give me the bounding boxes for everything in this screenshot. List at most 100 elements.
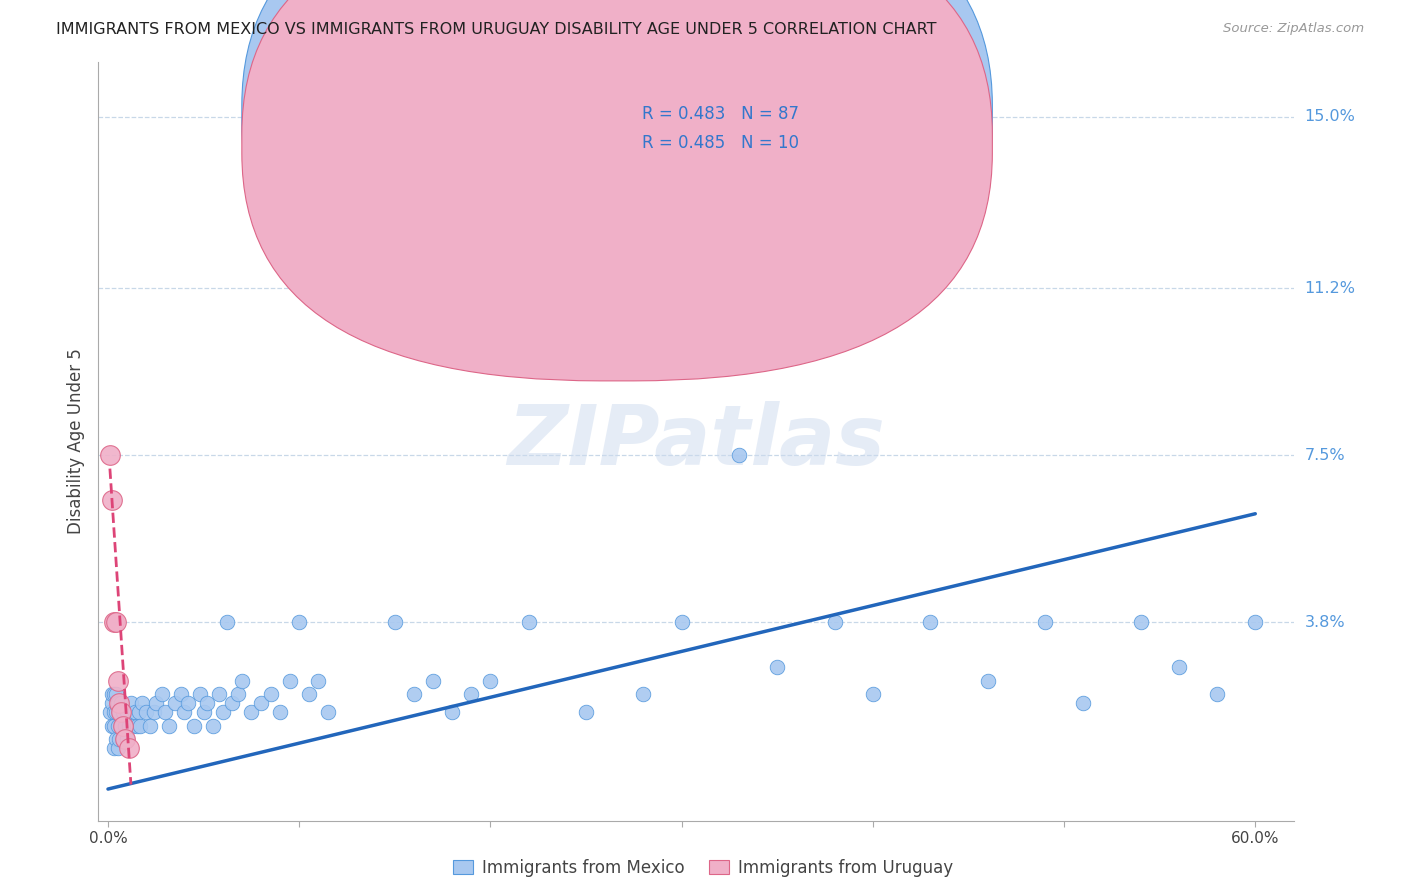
Point — [226, 687, 249, 701]
Point — [728, 448, 751, 462]
Point — [671, 615, 693, 629]
Text: IMMIGRANTS FROM MEXICO VS IMMIGRANTS FROM URUGUAY DISABILITY AGE UNDER 5 CORRELA: IMMIGRANTS FROM MEXICO VS IMMIGRANTS FRO… — [56, 22, 936, 37]
Text: 15.0%: 15.0% — [1305, 109, 1355, 124]
Point — [101, 696, 124, 710]
Point — [208, 687, 231, 701]
FancyBboxPatch shape — [242, 0, 993, 381]
Point — [120, 696, 142, 710]
Point — [1167, 660, 1189, 674]
Point — [110, 719, 132, 733]
Point — [145, 696, 167, 710]
Point — [101, 493, 124, 508]
Point — [108, 696, 131, 710]
Point — [101, 687, 124, 701]
Point — [197, 696, 219, 710]
Point — [103, 615, 125, 629]
Point — [259, 687, 281, 701]
Point — [231, 673, 253, 688]
Text: 3.8%: 3.8% — [1305, 615, 1346, 630]
Point — [114, 719, 136, 733]
Point — [112, 732, 135, 747]
Point — [142, 706, 165, 720]
Point — [976, 673, 998, 688]
Point — [575, 706, 598, 720]
Point — [98, 448, 121, 462]
Point — [1129, 615, 1152, 629]
Point — [104, 615, 127, 629]
Point — [250, 696, 273, 710]
Point — [112, 706, 135, 720]
Point — [326, 222, 349, 236]
Text: Source: ZipAtlas.com: Source: ZipAtlas.com — [1223, 22, 1364, 36]
Point — [307, 673, 329, 688]
Point — [135, 706, 157, 720]
Legend: Immigrants from Mexico, Immigrants from Uruguay: Immigrants from Mexico, Immigrants from … — [447, 853, 959, 884]
Point — [108, 706, 131, 720]
Point — [278, 673, 301, 688]
Point — [169, 687, 191, 701]
Point — [157, 719, 180, 733]
Point — [131, 696, 153, 710]
Point — [479, 673, 502, 688]
Point — [107, 673, 129, 688]
Point — [112, 719, 135, 733]
Point — [101, 719, 124, 733]
Point — [517, 615, 540, 629]
Point — [1206, 687, 1229, 701]
Point — [188, 687, 211, 701]
Point — [1033, 615, 1056, 629]
Point — [173, 706, 195, 720]
Point — [441, 706, 464, 720]
Point — [298, 687, 321, 701]
Point — [364, 235, 387, 250]
Point — [110, 696, 132, 710]
Text: R = 0.485   N = 10: R = 0.485 N = 10 — [643, 134, 799, 152]
Point — [1071, 696, 1094, 710]
Point — [124, 706, 146, 720]
Point — [128, 706, 150, 720]
Point — [107, 696, 129, 710]
Point — [202, 719, 225, 733]
Point — [1244, 615, 1267, 629]
Text: R = 0.483   N = 87: R = 0.483 N = 87 — [643, 105, 799, 123]
Point — [104, 687, 127, 701]
Point — [110, 706, 132, 720]
Point — [139, 719, 162, 733]
Point — [215, 615, 238, 629]
Text: ZIPatlas: ZIPatlas — [508, 401, 884, 482]
Point — [862, 687, 884, 701]
Point — [103, 719, 125, 733]
Text: 7.5%: 7.5% — [1305, 448, 1346, 463]
Point — [346, 200, 368, 214]
Point — [633, 687, 655, 701]
Point — [221, 696, 243, 710]
Point — [115, 706, 138, 720]
Point — [183, 719, 205, 733]
Text: 11.2%: 11.2% — [1305, 281, 1355, 295]
Point — [920, 615, 942, 629]
Point — [269, 706, 291, 720]
Point — [104, 706, 127, 720]
Point — [118, 741, 141, 756]
Point — [118, 719, 141, 733]
FancyBboxPatch shape — [576, 74, 875, 191]
Point — [422, 673, 444, 688]
Point — [108, 732, 131, 747]
Point — [288, 615, 311, 629]
Point — [402, 687, 425, 701]
Point — [155, 706, 177, 720]
Point — [103, 741, 125, 756]
Point — [121, 719, 143, 733]
Point — [103, 687, 125, 701]
Point — [384, 615, 406, 629]
Point — [177, 696, 200, 710]
Point — [98, 706, 121, 720]
Point — [107, 719, 129, 733]
Y-axis label: Disability Age Under 5: Disability Age Under 5 — [66, 349, 84, 534]
Point — [103, 706, 125, 720]
Point — [129, 719, 152, 733]
Point — [193, 706, 215, 720]
Point — [125, 719, 148, 733]
Point — [824, 615, 846, 629]
Point — [114, 732, 136, 747]
